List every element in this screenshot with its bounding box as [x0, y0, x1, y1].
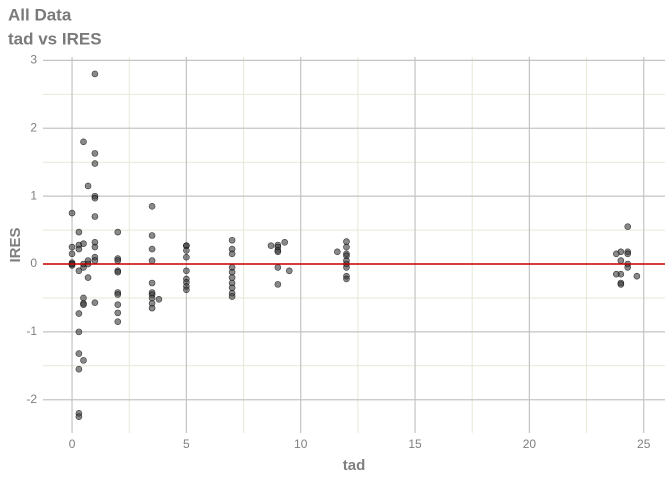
point: [343, 243, 350, 251]
point: [183, 286, 190, 294]
point: [343, 275, 350, 283]
point: [183, 267, 190, 275]
y-tick-label: 3: [30, 53, 37, 67]
point: [148, 257, 156, 264]
point: [343, 264, 350, 271]
chart-subtitle: tad vs IRES: [8, 29, 102, 48]
point: [183, 247, 190, 254]
point: [274, 264, 282, 271]
point: [624, 264, 632, 271]
x-tick-label: 15: [408, 437, 422, 451]
point: [91, 70, 99, 78]
point: [228, 268, 236, 276]
point: [228, 250, 236, 258]
point: [633, 272, 641, 280]
point: [75, 267, 83, 275]
point: [114, 268, 122, 276]
point: [75, 365, 83, 373]
point: [267, 242, 275, 249]
point: [91, 160, 99, 167]
y-tick-label: 2: [30, 120, 37, 134]
point: [80, 240, 87, 247]
point: [68, 243, 76, 251]
point: [612, 270, 620, 278]
x-tick-label: 10: [294, 437, 308, 451]
x-tick-label: 25: [637, 437, 651, 451]
point: [80, 294, 87, 302]
point: [274, 281, 282, 288]
x-tick-label: 5: [183, 437, 190, 451]
point: [114, 301, 122, 309]
point: [75, 350, 83, 357]
y-axis-title: IRES: [7, 227, 24, 262]
point: [274, 248, 282, 256]
point: [80, 138, 87, 146]
point: [228, 274, 236, 281]
point: [114, 257, 122, 264]
point: [75, 245, 83, 253]
point: [75, 328, 83, 336]
point: [80, 357, 87, 364]
point: [84, 274, 92, 281]
x-tick-label: 20: [523, 437, 537, 451]
point: [617, 281, 625, 288]
point: [91, 243, 99, 251]
point: [624, 223, 632, 230]
point: [148, 232, 156, 239]
point: [75, 310, 83, 317]
point: [228, 236, 236, 244]
point: [75, 413, 83, 421]
point: [114, 291, 122, 298]
point: [148, 245, 156, 253]
point: [612, 250, 620, 258]
point: [75, 228, 83, 236]
y-tick-label: 0: [30, 256, 37, 270]
point: [68, 250, 76, 258]
point: [91, 213, 99, 220]
point: [114, 318, 122, 325]
point: [114, 309, 122, 317]
point: [155, 295, 163, 303]
point: [228, 284, 236, 292]
point: [91, 299, 99, 306]
point: [624, 250, 632, 258]
point: [148, 304, 156, 312]
point: [114, 228, 122, 236]
point: [285, 267, 293, 275]
point: [334, 248, 341, 256]
point: [91, 194, 99, 202]
point: [148, 294, 156, 302]
point: [281, 238, 289, 246]
point: [228, 293, 236, 300]
point: [183, 253, 190, 261]
point: [91, 150, 99, 157]
point: [343, 238, 350, 245]
chart-title: All Data: [8, 5, 72, 24]
x-axis-title: tad: [343, 457, 366, 474]
y-tick-label: -2: [26, 392, 37, 406]
x-tick-label: 0: [69, 437, 76, 451]
point: [148, 279, 156, 287]
point: [68, 209, 76, 217]
point: [91, 257, 99, 264]
y-tick-label: -1: [26, 324, 37, 338]
point: [84, 182, 92, 190]
point: [148, 203, 156, 210]
point: [617, 257, 625, 264]
y-tick-label: 1: [30, 188, 37, 202]
point: [80, 301, 87, 309]
